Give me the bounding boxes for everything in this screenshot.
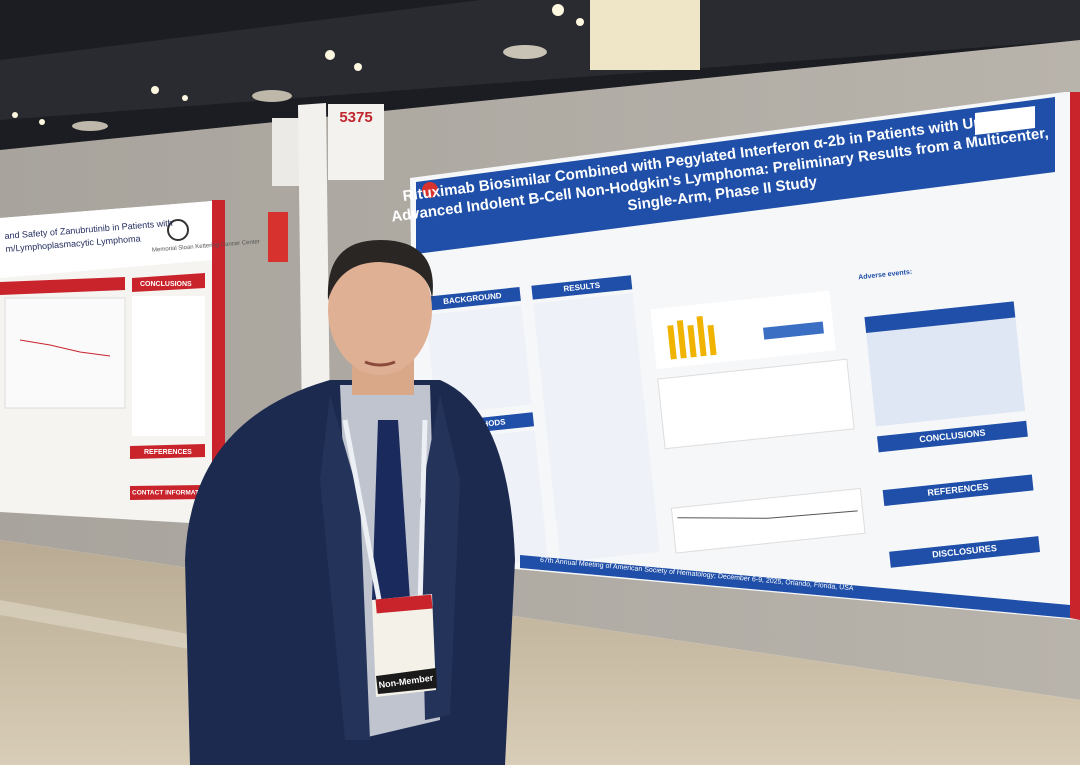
left-text-block [132, 296, 205, 436]
pillar [590, 0, 700, 70]
badge-strip [376, 668, 437, 694]
number-sign [328, 104, 384, 180]
table [657, 358, 855, 450]
section-bar [132, 273, 205, 292]
section-bar [877, 420, 1028, 453]
hair [327, 240, 433, 300]
left-chart-line [19, 339, 111, 357]
table-header [864, 301, 1016, 333]
left-bar [0, 277, 125, 295]
section-bar [882, 474, 1034, 507]
title-banner [416, 97, 1055, 254]
badge-header [375, 594, 433, 614]
response-bars [667, 316, 717, 360]
section-heading: RESULTS [563, 281, 601, 294]
ceiling-vent [252, 90, 292, 102]
booth-number: 5375 [339, 109, 372, 126]
left-chart [4, 297, 126, 409]
ceiling-lights [12, 4, 584, 125]
section-heading: CONTACT INFORMATION [132, 490, 211, 497]
ceiling-beam [0, 0, 1080, 120]
mouth [364, 360, 396, 367]
lanyard [342, 419, 383, 606]
ceiling-vent [72, 121, 108, 131]
section-heading: CONCLUSIONS [140, 281, 192, 288]
ceiling-vent [503, 45, 547, 59]
person: Non-Member [185, 240, 515, 765]
red-tag [268, 212, 288, 262]
university-logo [975, 106, 1035, 135]
hospital-logo [422, 182, 438, 198]
toxicity-table [864, 301, 1026, 427]
waterfall-bars [763, 321, 824, 340]
figure [650, 290, 836, 370]
lapel [320, 395, 370, 740]
footer-bar [520, 555, 1070, 618]
section-bar [130, 444, 205, 459]
face [328, 245, 432, 375]
section-bar [889, 536, 1040, 568]
left-poster-header [0, 201, 212, 278]
section-bar [423, 286, 521, 311]
section-bar [130, 485, 205, 500]
sign [272, 118, 300, 186]
survival-curves [670, 487, 866, 554]
logo [167, 219, 189, 241]
section-bar [531, 275, 633, 300]
results-table [533, 293, 660, 563]
section-heading: REFERENCES [144, 449, 192, 456]
poster-stripe [1070, 92, 1080, 620]
curve [677, 510, 858, 519]
tie [372, 420, 410, 625]
pole [298, 103, 330, 425]
left-poster-stripe [212, 200, 225, 500]
lanyard [417, 419, 428, 606]
